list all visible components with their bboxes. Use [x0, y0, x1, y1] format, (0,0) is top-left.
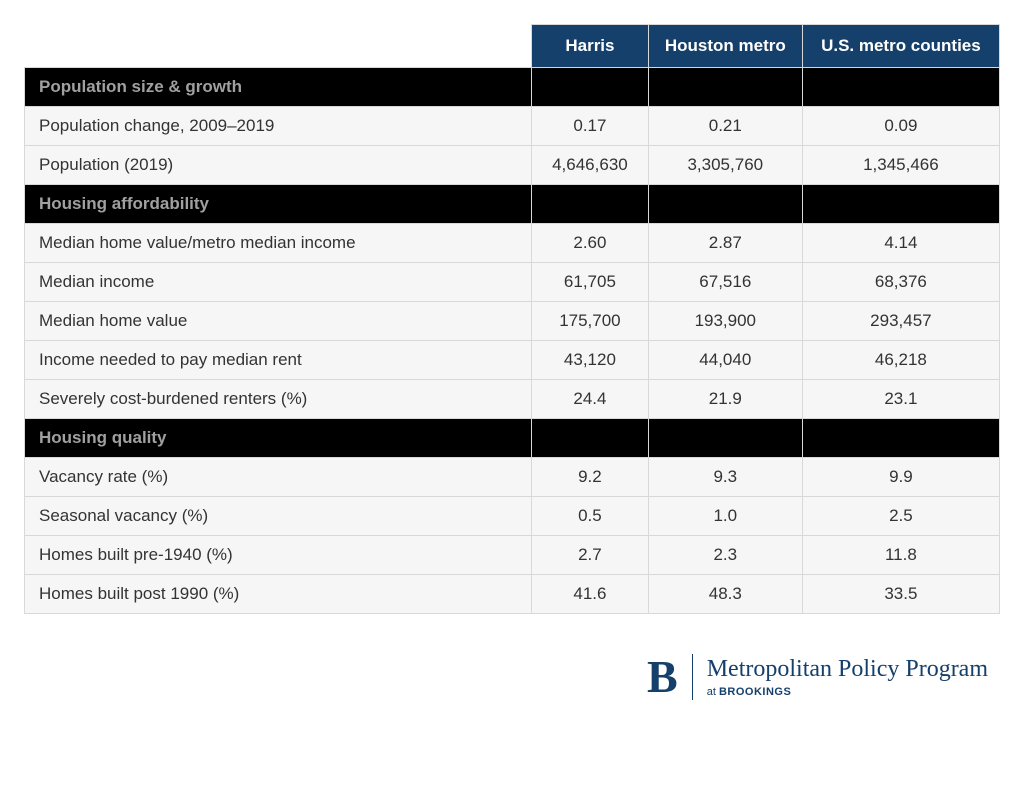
section-row: Population size & growth [25, 68, 1000, 107]
row-label: Seasonal vacancy (%) [25, 497, 532, 536]
cell-value: 68,376 [802, 263, 999, 302]
row-label: Severely cost-burdened renters (%) [25, 380, 532, 419]
section-row: Housing quality [25, 419, 1000, 458]
cell-value: 3,305,760 [648, 146, 802, 185]
cell-value: 0.5 [532, 497, 649, 536]
cell-value: 0.09 [802, 107, 999, 146]
table-body: Population size & growthPopulation chang… [25, 68, 1000, 614]
cell-value: 2.87 [648, 224, 802, 263]
table-row: Homes built pre-1940 (%)2.72.311.8 [25, 536, 1000, 575]
cell-value: 1,345,466 [802, 146, 999, 185]
table-row: Population (2019)4,646,6303,305,7601,345… [25, 146, 1000, 185]
table-row: Severely cost-burdened renters (%)24.421… [25, 380, 1000, 419]
cell-value: 48.3 [648, 575, 802, 614]
section-empty [532, 419, 649, 458]
col-header: Harris [532, 25, 649, 68]
row-label: Income needed to pay median rent [25, 341, 532, 380]
section-empty [802, 419, 999, 458]
cell-value: 2.3 [648, 536, 802, 575]
section-empty [532, 68, 649, 107]
logo-sub-bold: BROOKINGS [719, 686, 791, 698]
section-empty [802, 68, 999, 107]
header-row: Harris Houston metro U.S. metro counties [25, 25, 1000, 68]
cell-value: 175,700 [532, 302, 649, 341]
cell-value: 67,516 [648, 263, 802, 302]
logo-letter: B [647, 654, 678, 700]
table-row: Seasonal vacancy (%)0.51.02.5 [25, 497, 1000, 536]
row-label: Homes built pre-1940 (%) [25, 536, 532, 575]
cell-value: 193,900 [648, 302, 802, 341]
cell-value: 9.2 [532, 458, 649, 497]
cell-value: 2.60 [532, 224, 649, 263]
cell-value: 2.7 [532, 536, 649, 575]
logo-divider [692, 654, 693, 700]
brookings-logo: B Metropolitan Policy Program at BROOKIN… [647, 654, 988, 700]
row-label: Median home value/metro median income [25, 224, 532, 263]
blank-header [25, 25, 532, 68]
table-row: Homes built post 1990 (%)41.648.333.5 [25, 575, 1000, 614]
cell-value: 24.4 [532, 380, 649, 419]
table-row: Median income61,70567,51668,376 [25, 263, 1000, 302]
cell-value: 9.3 [648, 458, 802, 497]
cell-value: 33.5 [802, 575, 999, 614]
cell-value: 293,457 [802, 302, 999, 341]
section-row: Housing affordability [25, 185, 1000, 224]
row-label: Vacancy rate (%) [25, 458, 532, 497]
cell-value: 0.21 [648, 107, 802, 146]
logo-text: Metropolitan Policy Program at BROOKINGS [707, 656, 988, 698]
cell-value: 4.14 [802, 224, 999, 263]
row-label: Population change, 2009–2019 [25, 107, 532, 146]
logo-sub-prefix: at [707, 686, 719, 698]
cell-value: 1.0 [648, 497, 802, 536]
cell-value: 41.6 [532, 575, 649, 614]
cell-value: 46,218 [802, 341, 999, 380]
table-row: Income needed to pay median rent43,12044… [25, 341, 1000, 380]
table-row: Population change, 2009–20190.170.210.09 [25, 107, 1000, 146]
cell-value: 0.17 [532, 107, 649, 146]
data-table: Harris Houston metro U.S. metro counties… [24, 24, 1000, 614]
logo-area: B Metropolitan Policy Program at BROOKIN… [24, 654, 1000, 700]
section-title: Housing quality [25, 419, 532, 458]
table-row: Median home value/metro median income2.6… [25, 224, 1000, 263]
section-empty [648, 68, 802, 107]
cell-value: 11.8 [802, 536, 999, 575]
col-header: Houston metro [648, 25, 802, 68]
section-title: Population size & growth [25, 68, 532, 107]
cell-value: 61,705 [532, 263, 649, 302]
cell-value: 9.9 [802, 458, 999, 497]
section-empty [532, 185, 649, 224]
cell-value: 44,040 [648, 341, 802, 380]
row-label: Median home value [25, 302, 532, 341]
section-empty [648, 419, 802, 458]
section-title: Housing affordability [25, 185, 532, 224]
section-empty [802, 185, 999, 224]
table-row: Median home value175,700193,900293,457 [25, 302, 1000, 341]
section-empty [648, 185, 802, 224]
row-label: Homes built post 1990 (%) [25, 575, 532, 614]
logo-subtitle: at BROOKINGS [707, 686, 988, 698]
table-row: Vacancy rate (%)9.29.39.9 [25, 458, 1000, 497]
cell-value: 21.9 [648, 380, 802, 419]
logo-title: Metropolitan Policy Program [707, 656, 988, 684]
cell-value: 23.1 [802, 380, 999, 419]
cell-value: 43,120 [532, 341, 649, 380]
cell-value: 2.5 [802, 497, 999, 536]
row-label: Population (2019) [25, 146, 532, 185]
cell-value: 4,646,630 [532, 146, 649, 185]
row-label: Median income [25, 263, 532, 302]
col-header: U.S. metro counties [802, 25, 999, 68]
